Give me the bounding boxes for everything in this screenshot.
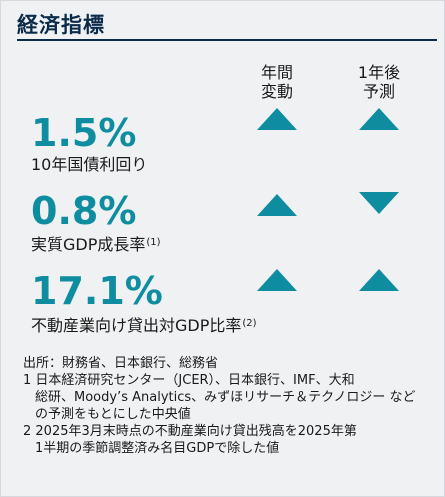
- column-header-forecast-line1: 1年後: [357, 63, 401, 82]
- footnote-marker: (1): [146, 237, 161, 248]
- triangle-down-icon: [359, 192, 399, 214]
- column-header-forecast-line2: 予測: [362, 82, 395, 101]
- indicator-value-bond-yield: 1.5%: [31, 111, 137, 155]
- indicator-label-real-estate-lending: 不動産業向け貸出対GDP比率(2): [31, 314, 257, 336]
- indicator-label-gdp-growth: 実質GDP成長率(1): [31, 233, 161, 255]
- source-note: 出所：財務省、日本銀行、総務省: [23, 356, 219, 371]
- column-header-yoy-line1: 年間: [260, 63, 293, 82]
- footnotes: 出所：財務省、日本銀行、総務省 1 日本経済研究センター（JCER）、日本銀行、…: [23, 355, 438, 457]
- footnote-1-line1: 1 日本経済研究センター（JCER）、日本銀行、IMF、大和: [23, 373, 355, 388]
- triangle-up-icon: [359, 108, 399, 130]
- indicator-label-text: 実質GDP成長率: [31, 235, 146, 254]
- indicator-label-text: 不動産業向け貸出対GDP比率: [31, 316, 242, 335]
- panel-title: 経済指標: [17, 13, 105, 37]
- indicator-value-gdp-growth: 0.8%: [31, 189, 137, 233]
- footnote-1-line2: 総研、Moody’s Analytics、みずほリサーチ＆テクノロジー など: [35, 390, 416, 405]
- footnote-1-line3: の予測をもとにした中央値: [35, 407, 191, 422]
- triangle-up-icon: [257, 269, 297, 291]
- column-header-yoy-change: 年間 変動: [237, 63, 317, 101]
- triangle-up-icon: [257, 194, 297, 216]
- indicator-value-real-estate-lending: 17.1%: [31, 269, 163, 313]
- footnote-2-line1: 2 2025年3月末時点の不動産業向け貸出残高を2025年第: [23, 424, 357, 439]
- triangle-up-icon: [257, 108, 297, 130]
- triangle-up-icon: [359, 269, 399, 291]
- column-header-yoy-line2: 変動: [260, 82, 293, 101]
- indicator-label-text: 10年国債利回り: [31, 155, 148, 174]
- footnote-marker: (2): [242, 318, 257, 329]
- column-header-forecast: 1年後 予測: [339, 63, 419, 101]
- indicator-label-bond-yield: 10年国債利回り: [31, 155, 147, 175]
- title-divider: [17, 39, 437, 41]
- footnote-2-line2: 1半期の季節調整済み名目GDPで除した値: [35, 441, 280, 456]
